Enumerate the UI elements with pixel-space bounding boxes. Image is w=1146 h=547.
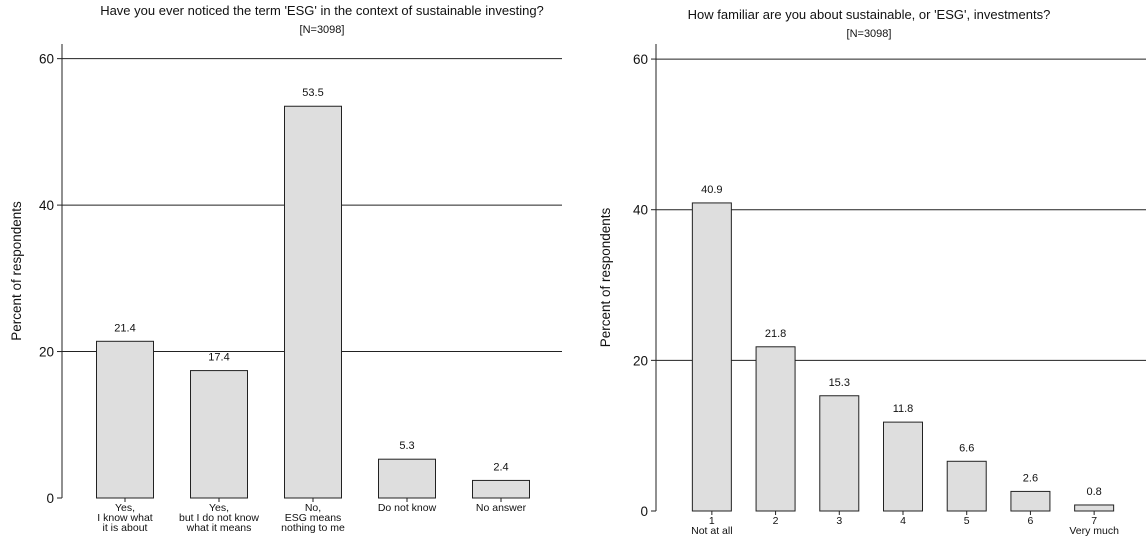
chart1-category-label-3-line-3: nothing to me [281,522,345,534]
chart1-value-label-3: 53.5 [302,87,323,99]
chart2-category-label-3-line-1: 3 [836,515,842,527]
chart2-bar-1 [691,202,732,512]
chart2-ytick-label-40: 40 [633,203,648,218]
chart2-category-label-5-line-1: 5 [964,515,970,527]
chart2-bar-3 [819,395,860,512]
chart2-value-label-1: 40.9 [701,184,722,196]
chart1-category-label-1-line-1: Yes, [115,502,135,514]
chart1-category-label-1-line-3: it is about [103,522,148,534]
chart1-bar-3 [284,105,342,499]
chart2-bar-6 [1010,490,1051,512]
chart2-bar-4 [883,421,923,512]
chart1-category-label-1-line-2: I know what [97,512,153,524]
chart1-ytick-label-20: 20 [39,345,54,360]
chart1-ylabel: Percent of respondents [9,201,24,341]
chart2-value-label-2: 21.8 [765,328,786,340]
chart1-bar-2 [190,370,248,499]
chart2-ytick-label-60: 60 [633,52,648,67]
chart2-category-label-7-line-1: 7 [1091,515,1097,527]
chart2-category-label-1-line-1: 1 [709,515,715,527]
chart1-bar-1 [96,340,154,499]
chart2-category-label-1-line-2: Not at all [691,525,732,537]
chart1-category-label-3-line-2: ESG means [285,512,342,524]
chart2-value-label-7: 0.8 [1086,486,1101,498]
chart1-category-label-5-line-1: No answer [476,502,527,514]
chart1-category-label-3-line-1: No, [305,502,321,514]
chart2-bar-7 [1074,504,1115,512]
chart1-category-label-4-line-1: Do not know [378,502,437,514]
chart2-category-label-2-line-1: 2 [773,515,779,527]
chart1-value-label-5: 2.4 [493,461,508,473]
chart1-title: Have you ever noticed the term 'ESG' in … [100,3,544,18]
chart1-bar-5 [472,479,530,499]
chart1-value-label-2: 17.4 [208,352,229,364]
chart2-bar-2 [755,346,796,512]
chart2-value-label-3: 15.3 [829,377,850,389]
chart1-ytick-label-40: 40 [39,198,54,213]
chart1-ytick-label-0: 0 [46,491,54,506]
chart1-ytick-label-60: 60 [39,52,54,67]
chart2-title: How familiar are you about sustainable, … [688,7,1051,22]
chart1-category-label-2-line-1: Yes, [209,502,229,514]
chart2-ytick-label-20: 20 [633,353,648,368]
chart2-category-label-7-line-2: Very much [1069,525,1119,537]
chart1-bar-4 [378,458,436,499]
chart2-value-label-5: 6.6 [959,442,974,454]
chart2-bar-5 [946,460,987,512]
chart1-subtitle: [N=3098] [300,24,345,36]
chart2-subtitle: [N=3098] [847,28,892,40]
chart1-value-label-4: 5.3 [399,440,414,452]
chart1-category-label-2-line-2: but I do not know [179,512,259,524]
chart2-ylabel: Percent of respondents [598,207,613,347]
chart1-value-label-1: 21.4 [114,322,135,334]
chart2-category-label-4-line-1: 4 [900,515,906,527]
chart2-category-label-6-line-1: 6 [1028,515,1034,527]
chart2-value-label-6: 2.6 [1023,472,1038,484]
chart2-value-label-4: 11.8 [893,403,914,415]
chart1-category-label-2-line-3: what it means [186,522,252,534]
chart2-ytick-label-0: 0 [640,504,648,519]
